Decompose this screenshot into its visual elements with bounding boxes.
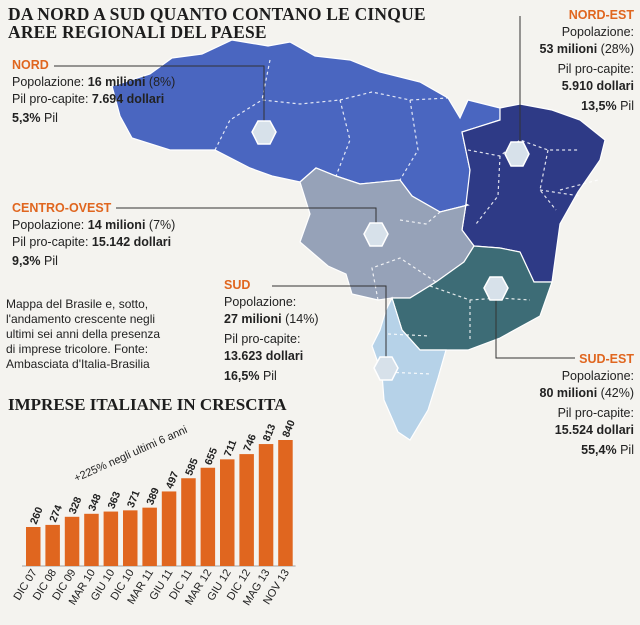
- chart-bar: [26, 527, 41, 566]
- bar-value-label: 260: [28, 505, 46, 526]
- hex-marker-nord: [251, 120, 277, 145]
- centroovest-population: Popolazione: 14 milioni (7%): [12, 218, 176, 232]
- bar-value-label: 348: [86, 492, 104, 513]
- chart-bar: [45, 524, 60, 566]
- sudest-population: 80 milioni (42%): [539, 386, 634, 400]
- bar-value-label: 585: [183, 456, 201, 477]
- bar-value-label: 746: [241, 432, 259, 453]
- map-region-sudest: [391, 245, 553, 351]
- sudest-pil-label: Pil pro-capite:: [557, 406, 634, 420]
- caption-line: ultimi sei anni della presenza: [6, 327, 161, 341]
- caption-line: Mappa del Brasile e, sotto,: [6, 297, 149, 311]
- caption-line: Ambasciata d'Italia-Brasilia: [6, 357, 150, 371]
- chart-bar: [278, 440, 293, 566]
- chart-bar: [64, 516, 80, 566]
- nordest-population: 53 milioni (28%): [539, 42, 634, 56]
- nordest-pil-label: Pil pro-capite:: [557, 62, 634, 76]
- sud-pil-label: Pil pro-capite:: [224, 332, 301, 346]
- state-borders: [214, 59, 599, 375]
- sudest-pil-share: 55,4% Pil: [581, 443, 634, 457]
- chart-bar: [161, 491, 177, 566]
- chart-bar: [200, 467, 216, 566]
- centroovest-pil-share: 9,3% Pil: [12, 254, 58, 268]
- chart-bar: [258, 444, 274, 566]
- bar-value-label: 274: [47, 503, 65, 524]
- sud-population: 27 milioni (14%): [224, 312, 319, 326]
- title-line-2: AREE REGIONALI DEL PAESE: [8, 22, 267, 42]
- chart-bar: [239, 454, 254, 566]
- caption-line: di imprese tricolore. Fonte:: [6, 342, 149, 356]
- region-card-sudest: SUD-EST Popolazione: 80 milioni (42%) Pi…: [540, 350, 634, 459]
- hexagon-markers: [251, 120, 530, 381]
- chart-bar: [181, 478, 196, 566]
- chart-bar: [220, 459, 235, 566]
- region-name-sud: SUD: [224, 278, 255, 292]
- region-card-nordest: NORD-EST Popolazione: 53 milioni (28%) P…: [540, 6, 634, 115]
- nordest-population-label: Popolazione:: [561, 25, 634, 39]
- chart-bar: [84, 513, 99, 566]
- sudest-population-label: Popolazione:: [561, 369, 634, 383]
- map-caption: Mappa del Brasile e, sotto, l'andamento …: [6, 297, 216, 372]
- sudest-pil-procapite: 15.524 dollari: [554, 423, 634, 437]
- chart-title: IMPRESE ITALIANE IN CRESCITA: [8, 395, 287, 414]
- sud-pil-procapite: 13.623 dollari: [224, 349, 304, 363]
- bar-value-label: 363: [106, 490, 124, 511]
- chart-bar: [103, 511, 119, 566]
- sud-pil-share: 16,5% Pil: [224, 369, 277, 383]
- sud-population-label: Popolazione:: [224, 295, 297, 309]
- bar-value-label: 328: [67, 495, 85, 516]
- region-card-centroovest: CENTRO-OVEST Popolazione: 14 milioni (7%…: [12, 199, 175, 270]
- region-name-nordest: NORD-EST: [564, 8, 634, 22]
- nord-pil-share: 5,3% Pil: [12, 111, 58, 125]
- hex-marker-sudest: [483, 276, 509, 301]
- hex-marker-nordest: [504, 141, 530, 167]
- hex-marker-centroovest: [363, 222, 389, 247]
- page-title: DA NORD A SUD QUANTO CONTANO LE CINQUE A…: [8, 5, 428, 41]
- hex-marker-sud: [373, 356, 399, 381]
- region-card-sud: SUD Popolazione: 27 milioni (14%) Pil pr…: [224, 276, 318, 385]
- region-name-centroovest: CENTRO-OVEST: [12, 201, 116, 215]
- region-card-nord: NORD Popolazione: 16 milioni (8%) Pil pr…: [12, 56, 175, 127]
- map-region-sud: [371, 296, 447, 441]
- chart-bar: [123, 510, 138, 566]
- bar-value-label: 813: [261, 422, 279, 443]
- nordest-pil-share: 13,5% Pil: [581, 99, 634, 113]
- region-name-sudest: SUD-EST: [575, 352, 634, 366]
- chart-bar: [142, 507, 157, 566]
- bar-value-label: 840: [280, 418, 298, 439]
- bar-value-label: 371: [125, 489, 143, 510]
- bar-value-label: 497: [164, 470, 182, 491]
- bar-value-label: 389: [144, 486, 162, 507]
- centroovest-pil-procapite: Pil pro-capite: 15.142 dollari: [12, 235, 172, 249]
- bar-value-label: 711: [222, 438, 240, 458]
- caption-line: l'andamento crescente negli: [6, 312, 156, 326]
- connector-lines: [54, 16, 578, 368]
- bar-value-label: 655: [203, 446, 221, 467]
- nordest-pil-procapite: 5.910 dollari: [561, 79, 634, 93]
- nord-population: Popolazione: 16 milioni (8%): [12, 75, 176, 89]
- nord-pil-procapite: Pil pro-capite: 7.694 dollari: [12, 92, 165, 106]
- region-name-nord: NORD: [12, 58, 53, 72]
- title-line-1: DA NORD A SUD QUANTO CONTANO LE CINQUE: [8, 4, 426, 24]
